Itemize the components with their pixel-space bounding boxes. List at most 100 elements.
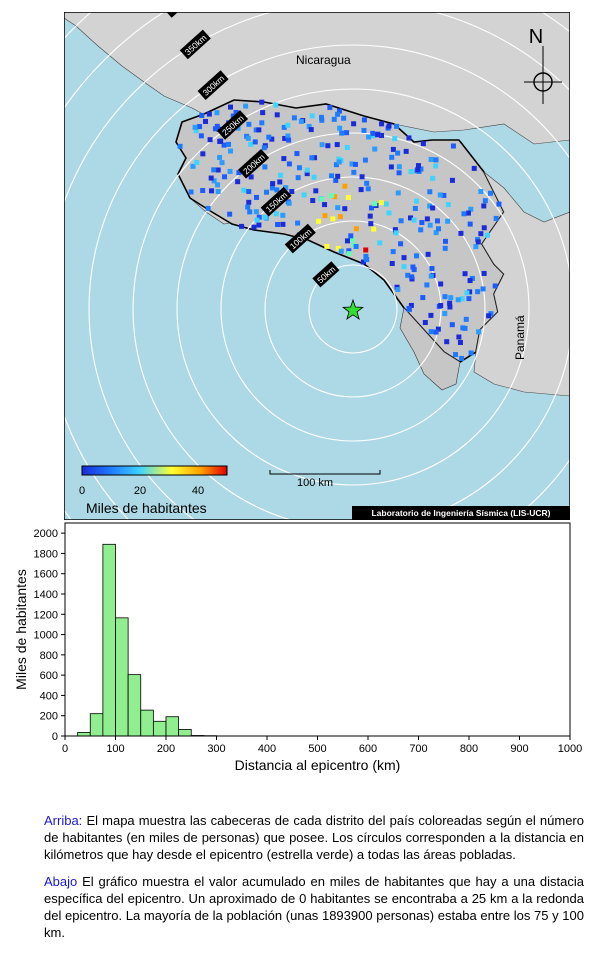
district-marker — [259, 99, 265, 105]
district-marker — [348, 233, 354, 239]
district-marker — [392, 227, 398, 233]
district-marker — [309, 155, 315, 161]
district-marker — [227, 148, 233, 154]
district-marker — [420, 295, 426, 301]
district-marker — [458, 230, 464, 236]
district-marker — [445, 202, 451, 208]
district-marker — [492, 283, 498, 289]
district-marker — [476, 329, 482, 335]
district-marker — [226, 141, 232, 147]
y-tick-label: 200 — [40, 711, 58, 723]
district-marker — [364, 257, 370, 263]
district-marker — [481, 225, 487, 231]
district-marker — [353, 243, 359, 249]
district-marker — [246, 189, 252, 195]
district-marker — [336, 156, 342, 162]
district-marker — [319, 196, 325, 202]
legend-tick-40: 40 — [192, 485, 204, 497]
legend-title: Miles de habitantes — [86, 500, 207, 516]
district-marker — [227, 168, 233, 174]
histogram-canvas: 0 100 200 300 400 500 600 700 800 900 1000 0 200 400… — [13, 522, 582, 773]
district-marker — [362, 157, 368, 163]
district-marker — [281, 156, 287, 162]
y-tick-label: 1400 — [34, 589, 58, 601]
district-marker — [430, 205, 436, 211]
district-marker — [235, 179, 241, 185]
district-marker — [496, 201, 502, 207]
district-marker — [248, 174, 254, 180]
district-marker — [411, 217, 417, 223]
histogram-bar-175-200 — [152, 720, 167, 737]
district-marker — [301, 192, 307, 198]
district-marker — [428, 329, 434, 335]
district-marker — [211, 167, 217, 173]
district-marker — [243, 103, 249, 109]
district-marker — [296, 165, 302, 171]
district-marker — [430, 175, 436, 181]
district-marker — [214, 110, 220, 116]
histogram-bar-225-250 — [178, 729, 192, 737]
district-marker — [239, 223, 245, 229]
north-arrow: N — [524, 26, 562, 104]
district-marker — [344, 238, 350, 244]
district-marker — [206, 111, 212, 117]
land-osa — [399, 307, 461, 391]
district-marker — [262, 214, 268, 220]
district-marker — [198, 133, 204, 139]
district-marker — [467, 221, 473, 227]
district-marker — [370, 130, 376, 136]
district-marker — [386, 210, 392, 216]
district-marker — [342, 183, 348, 189]
district-marker — [372, 146, 378, 152]
district-marker — [251, 224, 257, 230]
district-marker — [408, 302, 414, 308]
scale-label: 100 km — [297, 477, 333, 489]
district-marker — [428, 312, 434, 318]
district-marker — [435, 226, 441, 232]
district-marker — [449, 177, 455, 183]
district-marker — [467, 289, 473, 295]
district-marker — [207, 137, 213, 143]
district-marker — [286, 137, 292, 143]
caption-top-text: El mapa muestra las cabeceras de cada di… — [44, 813, 584, 862]
district-marker — [481, 203, 487, 209]
district-marker — [367, 213, 373, 219]
district-marker — [420, 141, 426, 147]
district-marker — [319, 142, 325, 148]
district-marker — [424, 282, 430, 288]
district-marker — [254, 194, 260, 200]
histogram-bar-125-150 — [127, 674, 142, 737]
district-marker — [359, 174, 365, 180]
district-marker — [428, 273, 434, 279]
district-marker — [375, 132, 381, 138]
histogram-bar-150-175 — [140, 709, 154, 737]
district-marker — [351, 169, 357, 175]
district-marker — [442, 311, 448, 317]
district-marker — [230, 113, 236, 119]
y-tick-label: 600 — [40, 670, 58, 682]
district-marker — [438, 303, 444, 309]
district-marker — [203, 118, 209, 124]
x-tick-label: 600 — [359, 743, 377, 755]
district-marker — [329, 173, 335, 179]
district-marker — [252, 139, 258, 145]
district-marker — [312, 155, 318, 161]
histogram-bar-200-225 — [165, 716, 180, 737]
district-marker — [349, 161, 355, 167]
district-marker — [393, 230, 399, 236]
credit-box: Laboratorio de Ingeniería Sísmica (LIS-U… — [352, 506, 570, 520]
district-marker — [395, 190, 401, 196]
distance-ring — [132, 88, 570, 520]
district-marker — [450, 143, 456, 149]
district-marker — [353, 226, 359, 232]
district-marker — [360, 259, 366, 265]
district-marker — [304, 167, 310, 173]
district-marker — [459, 296, 465, 302]
district-marker — [319, 117, 325, 123]
district-marker — [227, 211, 233, 217]
district-marker — [478, 231, 484, 237]
district-marker — [361, 117, 367, 123]
district-marker — [411, 267, 417, 273]
distance-ring — [88, 44, 570, 520]
district-marker — [281, 124, 287, 130]
